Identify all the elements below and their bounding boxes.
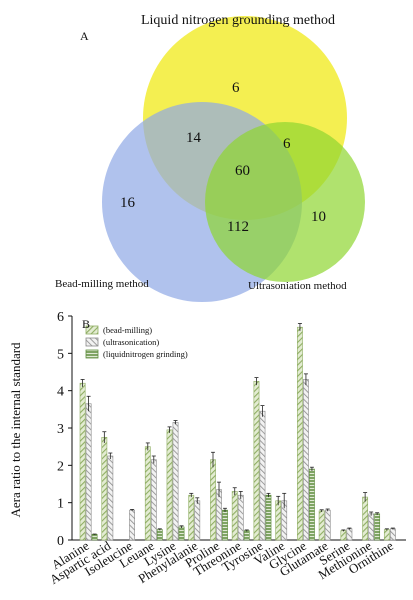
bar — [309, 468, 315, 541]
venn-set-label-bead-milling: Bead-milling method — [55, 278, 149, 290]
venn-panel-label: A — [80, 29, 89, 43]
y-tick-label: 1 — [57, 497, 64, 512]
venn-count-top-right: 6 — [283, 136, 291, 152]
y-tick-label: 4 — [57, 385, 64, 400]
venn-count-center: 60 — [235, 163, 250, 179]
venn-count-left-only: 16 — [120, 195, 136, 211]
bar — [194, 500, 201, 541]
bar — [265, 494, 272, 541]
bar — [253, 381, 260, 541]
legend-swatch — [85, 349, 99, 359]
venn-set-label-ultrasonication: Ultrasoniation method — [248, 280, 347, 292]
bar — [222, 509, 228, 541]
y-tick-label: 2 — [57, 459, 64, 474]
y-tick-label: 6 — [57, 310, 64, 325]
bar — [303, 379, 309, 541]
bar — [374, 513, 381, 541]
venn-count-left-right: 112 — [227, 219, 249, 235]
venn-count-top-left: 14 — [186, 130, 202, 146]
bar — [231, 491, 238, 541]
venn-circle-ultrasonication — [205, 122, 365, 282]
bar — [79, 382, 86, 541]
bar — [166, 429, 173, 541]
bar — [156, 529, 163, 541]
legend-swatch — [85, 325, 99, 335]
bar — [129, 509, 135, 541]
bar — [237, 494, 244, 541]
bar — [368, 513, 375, 541]
bar — [259, 410, 266, 541]
bar — [144, 446, 151, 541]
bar — [85, 403, 92, 541]
venn-diagram — [102, 16, 365, 302]
venn-count-top-only: 6 — [232, 80, 240, 96]
bar — [216, 489, 222, 541]
bar — [389, 528, 396, 541]
bar — [150, 459, 157, 541]
bar — [318, 510, 325, 541]
venn-count-right-only: 10 — [311, 209, 326, 225]
legend-label: (ultrasonication) — [103, 337, 159, 347]
y-tick-label: 3 — [57, 422, 64, 437]
bar — [101, 437, 108, 541]
bar — [324, 509, 331, 541]
y-tick-label: 0 — [57, 534, 64, 549]
bar — [210, 459, 216, 541]
bar — [188, 494, 195, 541]
bar — [243, 530, 250, 541]
legend-label: (bead-milling) — [103, 325, 152, 335]
bar — [172, 422, 179, 541]
chart-panel-label: B — [82, 317, 90, 331]
bar — [275, 500, 282, 541]
y-tick-label: 5 — [57, 347, 64, 362]
bar — [346, 528, 353, 541]
bar — [362, 496, 369, 541]
legend-swatch — [85, 337, 99, 347]
venn-set-label-liquid-nitrogen: Liquid nitrogen grounding method — [141, 13, 335, 28]
bar — [91, 534, 98, 541]
chart-ylabel: Aera ratio to the internal standard — [8, 342, 23, 518]
bar — [297, 326, 303, 541]
bar — [107, 455, 114, 541]
legend-label: (liquidnitrogen grinding) — [103, 349, 188, 359]
bar — [178, 526, 185, 541]
